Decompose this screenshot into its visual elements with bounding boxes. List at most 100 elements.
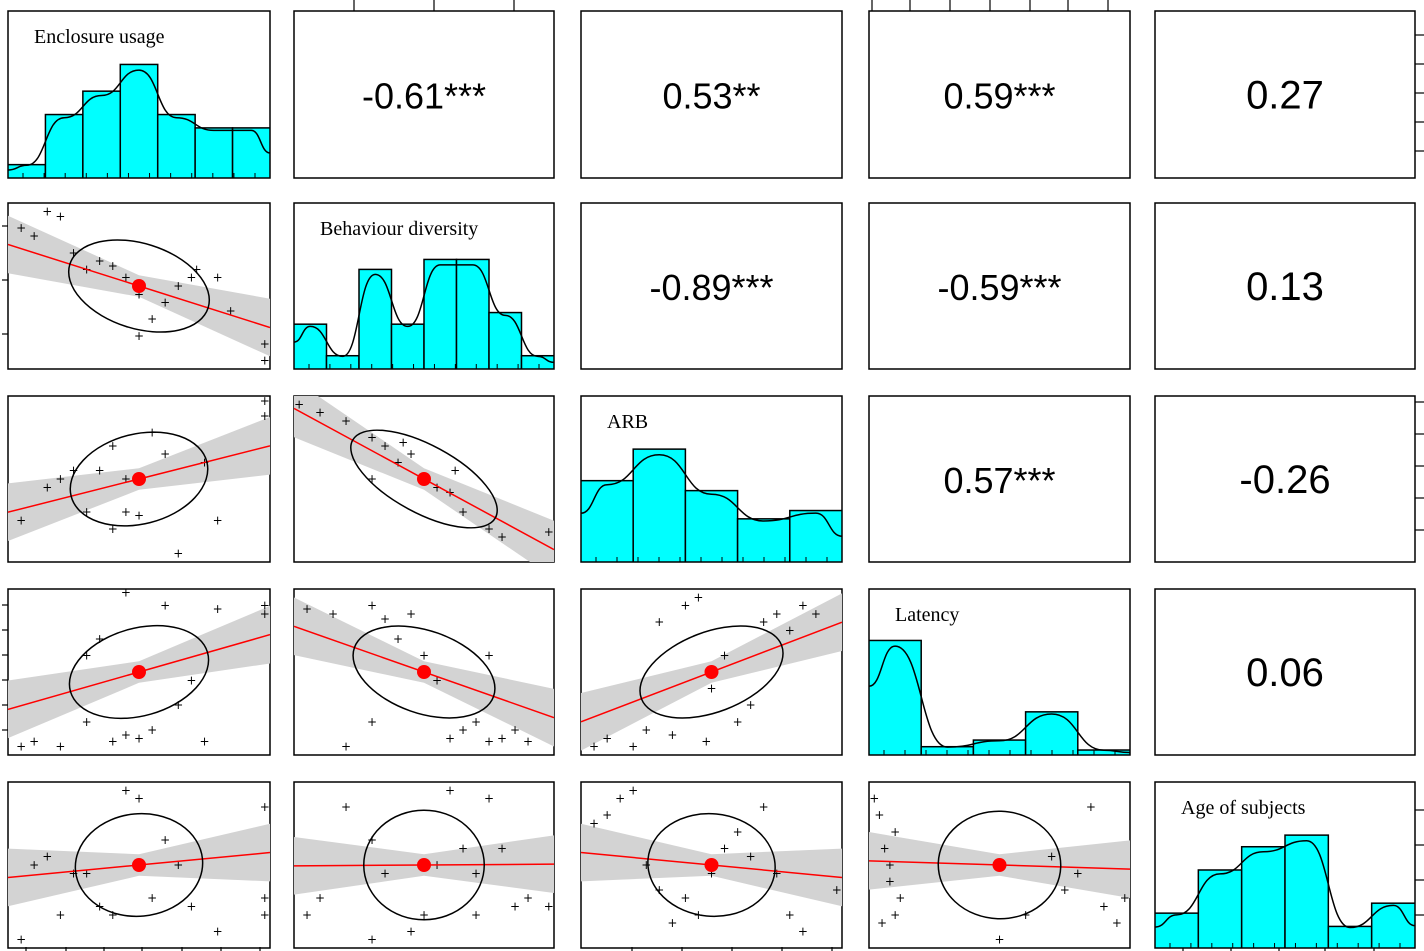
scatter-point-3-2-6: + bbox=[680, 599, 690, 613]
scatter-point-4-3-17: + bbox=[1060, 883, 1070, 897]
mean-point-4-2 bbox=[704, 858, 719, 872]
scatter-point-2-1-1: + bbox=[315, 406, 325, 420]
histogram-bar-0-2 bbox=[82, 90, 122, 178]
histogram-bar-0-6 bbox=[231, 127, 270, 178]
scatter-point-4-0-14: + bbox=[213, 924, 223, 938]
density-curve-3 bbox=[869, 645, 1130, 754]
scatter-point-4-2-12: + bbox=[746, 850, 756, 864]
scatter-point-4-0-17: + bbox=[260, 908, 270, 922]
correlation-ellipse-4-2 bbox=[647, 812, 776, 918]
scatter-point-4-1-14: + bbox=[523, 891, 533, 905]
scatter-point-2-0-17: + bbox=[68, 464, 78, 478]
histogram-bar-4-3 bbox=[1284, 834, 1330, 948]
scatter-point-4-0-16: + bbox=[260, 891, 270, 905]
histogram-bar-1-4 bbox=[423, 258, 458, 369]
scatter-point-1-0-0: + bbox=[16, 221, 26, 235]
scatter-point-3-1-9: + bbox=[458, 723, 468, 737]
scatter-point-4-2-11: + bbox=[733, 825, 743, 839]
scatter-point-4-3-5: + bbox=[895, 891, 905, 905]
scatter-point-4-2-6: + bbox=[667, 916, 677, 930]
correlation-ellipse-4-0 bbox=[74, 812, 204, 918]
scatter-point-2-1-11: + bbox=[458, 505, 468, 519]
panel-frame-3-1 bbox=[293, 588, 555, 756]
scatter-point-4-3-9: + bbox=[994, 933, 1004, 947]
scatter-point-4-3-6: + bbox=[877, 916, 887, 930]
mean-point-4-0 bbox=[132, 858, 146, 872]
scatter-point-1-0-10: + bbox=[147, 312, 157, 326]
scatter-point-3-2-5: + bbox=[667, 728, 677, 742]
scatter-point-4-3-16: + bbox=[1120, 891, 1130, 905]
correlation-ellipse-4-1 bbox=[363, 809, 485, 921]
scatter-point-4-2-17: + bbox=[832, 883, 842, 897]
scatter-point-2-0-16: + bbox=[108, 439, 118, 453]
correlation-label-1-3: -0.59*** bbox=[937, 267, 1061, 308]
scatter-point-4-1-12: + bbox=[497, 841, 507, 855]
scatter-point-2-1-15: + bbox=[367, 472, 377, 486]
scatter-point-4-1-13: + bbox=[510, 900, 520, 914]
scatter-point-3-1-4: + bbox=[393, 632, 403, 646]
scatter-point-1-0-16: + bbox=[226, 304, 236, 318]
panel-frame-2-1 bbox=[293, 395, 555, 563]
scatter-point-2-1-16: + bbox=[398, 435, 408, 449]
scatter-point-3-0-12: + bbox=[213, 602, 223, 616]
scatter-point-4-2-3: + bbox=[628, 783, 638, 797]
histogram-bar-3-3 bbox=[1024, 711, 1079, 755]
scatter-point-3-0-13: + bbox=[260, 607, 270, 621]
scatter-point-2-0-10: + bbox=[173, 547, 183, 561]
scatter-point-3-0-0: + bbox=[16, 740, 26, 754]
scatter-point-2-1-0: + bbox=[294, 397, 304, 411]
scatter-point-2-1-6: + bbox=[406, 447, 416, 461]
scatter-point-4-3-1: + bbox=[874, 808, 884, 822]
scatter-point-3-1-3: + bbox=[380, 612, 390, 626]
scatter-point-1-0-6: + bbox=[95, 254, 105, 268]
histogram-0 bbox=[8, 63, 270, 178]
scatter-point-3-2-11: + bbox=[746, 698, 756, 712]
panel-frame-2-0 bbox=[7, 395, 271, 563]
histogram-bar-4-0 bbox=[1155, 912, 1200, 948]
correlation-label-1-2: -0.89*** bbox=[649, 267, 773, 308]
correlation-label-2-3: 0.57*** bbox=[943, 460, 1055, 501]
scatter-point-4-1-6: + bbox=[419, 908, 429, 922]
scatter-point-3-1-0: + bbox=[302, 602, 312, 616]
scatter-point-4-2-9: + bbox=[706, 866, 716, 880]
histogram-bar-4-2 bbox=[1240, 845, 1286, 948]
scatter-point-4-0-4: + bbox=[68, 866, 78, 880]
scatter-point-3-2-17: + bbox=[701, 735, 711, 749]
histogram-3 bbox=[869, 639, 1130, 755]
mean-point-3-2 bbox=[704, 665, 719, 679]
scatter-point-1-0-9: + bbox=[134, 287, 144, 301]
scatter-point-2-0-12: + bbox=[213, 514, 223, 528]
histogram-bar-0-5 bbox=[194, 127, 234, 178]
histogram-bar-0-3 bbox=[119, 63, 159, 178]
histogram-bar-1-0 bbox=[294, 323, 328, 369]
scatter-point-4-1-5: + bbox=[406, 924, 416, 938]
histogram-bar-1-3 bbox=[390, 323, 425, 369]
scatter-point-3-2-10: + bbox=[733, 715, 743, 729]
scatter-point-2-0-13: + bbox=[260, 394, 270, 408]
mean-point-3-0 bbox=[132, 665, 146, 679]
histogram-1 bbox=[294, 258, 554, 369]
histogram-bar-1-5 bbox=[455, 258, 490, 369]
correlation-label-0-2: 0.53** bbox=[662, 76, 760, 117]
scatter-point-3-1-12: + bbox=[497, 731, 507, 745]
panel-frame-3-0 bbox=[7, 588, 271, 756]
panel-frame-3-4 bbox=[1154, 588, 1416, 756]
scatter-point-4-2-5: + bbox=[654, 883, 664, 897]
scatter-point-2-0-2: + bbox=[55, 472, 65, 486]
scatter-point-4-3-8: + bbox=[890, 825, 900, 839]
scatter-point-2-0-6: + bbox=[121, 505, 131, 519]
histogram-bar-2-1 bbox=[632, 448, 687, 562]
scatter-panel-4-1: ++++++++++++++++++ bbox=[294, 783, 554, 947]
panel-frame-0-1 bbox=[293, 10, 555, 179]
scatter-point-4-0-13: + bbox=[186, 900, 196, 914]
scatter-point-4-2-1: + bbox=[602, 808, 612, 822]
scatter-point-4-0-2: + bbox=[42, 850, 52, 864]
scatter-point-2-0-9: + bbox=[160, 447, 170, 461]
correlation-label-0-3: 0.59*** bbox=[943, 76, 1055, 117]
scatter-panel-2-1: +++++++++++++++++ bbox=[294, 396, 554, 562]
scatter-point-3-2-14: + bbox=[785, 624, 795, 638]
mean-point-2-0 bbox=[132, 472, 146, 486]
scatter-point-2-0-7: + bbox=[134, 509, 144, 523]
scatter-point-2-0-5: + bbox=[108, 522, 118, 536]
scatter-point-1-0-11: + bbox=[160, 296, 170, 310]
